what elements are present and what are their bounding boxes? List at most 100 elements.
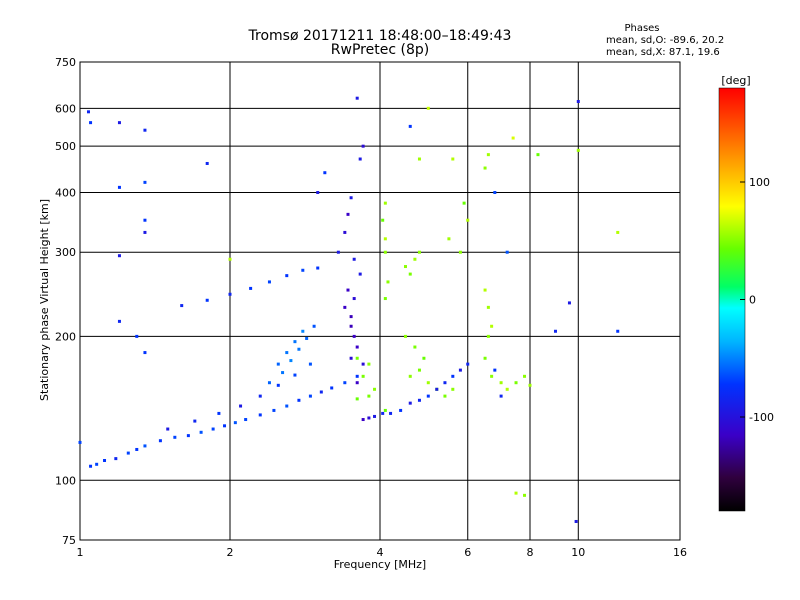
data-point — [289, 359, 293, 363]
data-point — [143, 444, 147, 448]
data-point — [258, 413, 262, 417]
data-point — [462, 201, 466, 205]
data-point — [249, 286, 253, 290]
data-point — [285, 351, 289, 355]
data-point — [386, 280, 390, 284]
data-point — [361, 362, 365, 366]
data-point — [89, 464, 93, 468]
x-tick-label: 8 — [527, 546, 534, 559]
data-point — [616, 329, 620, 333]
data-point — [173, 435, 177, 439]
data-point — [117, 185, 121, 189]
data-point — [490, 374, 494, 378]
x-tick-label: 1 — [77, 546, 84, 559]
data-point — [217, 411, 221, 415]
data-point — [301, 329, 305, 333]
data-point — [408, 401, 412, 405]
data-point — [346, 212, 350, 216]
data-point — [447, 237, 451, 241]
data-point — [466, 218, 470, 222]
data-point — [233, 421, 237, 425]
data-point — [143, 180, 147, 184]
data-point — [490, 324, 494, 328]
data-point — [308, 362, 312, 366]
data-point — [205, 161, 209, 165]
data-point — [389, 411, 393, 415]
data-point — [267, 280, 271, 284]
data-point — [383, 237, 387, 241]
data-point — [239, 404, 243, 408]
data-point — [135, 447, 139, 451]
data-point — [352, 257, 356, 261]
data-point — [276, 383, 280, 387]
chart-title: Tromsø 20171211 18:48:00–18:49:43 — [248, 28, 512, 44]
data-point — [553, 329, 557, 333]
y-tick-label: 100 — [55, 474, 76, 487]
y-tick-label: 600 — [55, 102, 76, 115]
data-point — [567, 301, 571, 305]
data-point — [511, 136, 515, 140]
data-point — [343, 230, 347, 234]
data-point — [417, 398, 421, 402]
data-point — [403, 265, 407, 269]
data-point — [458, 368, 462, 372]
data-point — [316, 190, 320, 194]
data-point — [483, 166, 487, 170]
data-point — [158, 439, 162, 443]
data-point — [528, 383, 532, 387]
x-tick-label: 10 — [571, 546, 585, 559]
colorbar-ticks: 100 0 -100 — [740, 176, 774, 424]
data-point — [349, 196, 353, 200]
data-point — [166, 427, 170, 431]
data-point — [223, 424, 227, 428]
colorbar-tick-label: 0 — [749, 294, 756, 307]
colorbar-tick-label: -100 — [749, 411, 774, 424]
data-point — [355, 397, 359, 401]
data-point — [381, 218, 385, 222]
data-point — [86, 110, 90, 114]
data-point — [466, 362, 470, 366]
data-point — [483, 288, 487, 292]
y-tick-label: 500 — [55, 140, 76, 153]
data-point — [443, 394, 447, 398]
data-point — [505, 250, 509, 254]
data-point — [408, 374, 412, 378]
data-point — [143, 218, 147, 222]
data-point — [417, 368, 421, 372]
data-point — [426, 106, 430, 110]
y-tick-label: 75 — [62, 534, 76, 547]
y-ticks: 75 100 200 300 400 500 600 750 — [55, 56, 76, 547]
data-point — [193, 419, 197, 423]
data-point — [408, 124, 412, 128]
data-point — [361, 374, 365, 378]
data-point — [272, 408, 276, 412]
x-tick-label: 6 — [464, 546, 471, 559]
data-point — [323, 171, 327, 175]
data-point — [451, 387, 455, 391]
data-point — [576, 148, 580, 152]
data-point — [422, 356, 426, 360]
data-point — [355, 345, 359, 349]
data-point — [413, 345, 417, 349]
data-point — [117, 319, 121, 323]
data-point — [417, 250, 421, 254]
data-point — [408, 272, 412, 276]
data-point — [367, 394, 371, 398]
data-point — [383, 201, 387, 205]
data-point — [486, 153, 490, 157]
data-point — [383, 250, 387, 254]
data-point — [381, 411, 385, 415]
data-point — [114, 457, 118, 461]
data-point — [312, 324, 316, 328]
data-point — [458, 250, 462, 254]
data-point — [373, 414, 377, 418]
data-point — [523, 493, 527, 497]
data-point — [403, 334, 407, 338]
data-point — [293, 340, 297, 344]
data-point — [486, 305, 490, 309]
data-point — [117, 254, 121, 258]
data-point — [135, 334, 139, 338]
data-point — [443, 381, 447, 385]
data-point — [343, 381, 347, 385]
